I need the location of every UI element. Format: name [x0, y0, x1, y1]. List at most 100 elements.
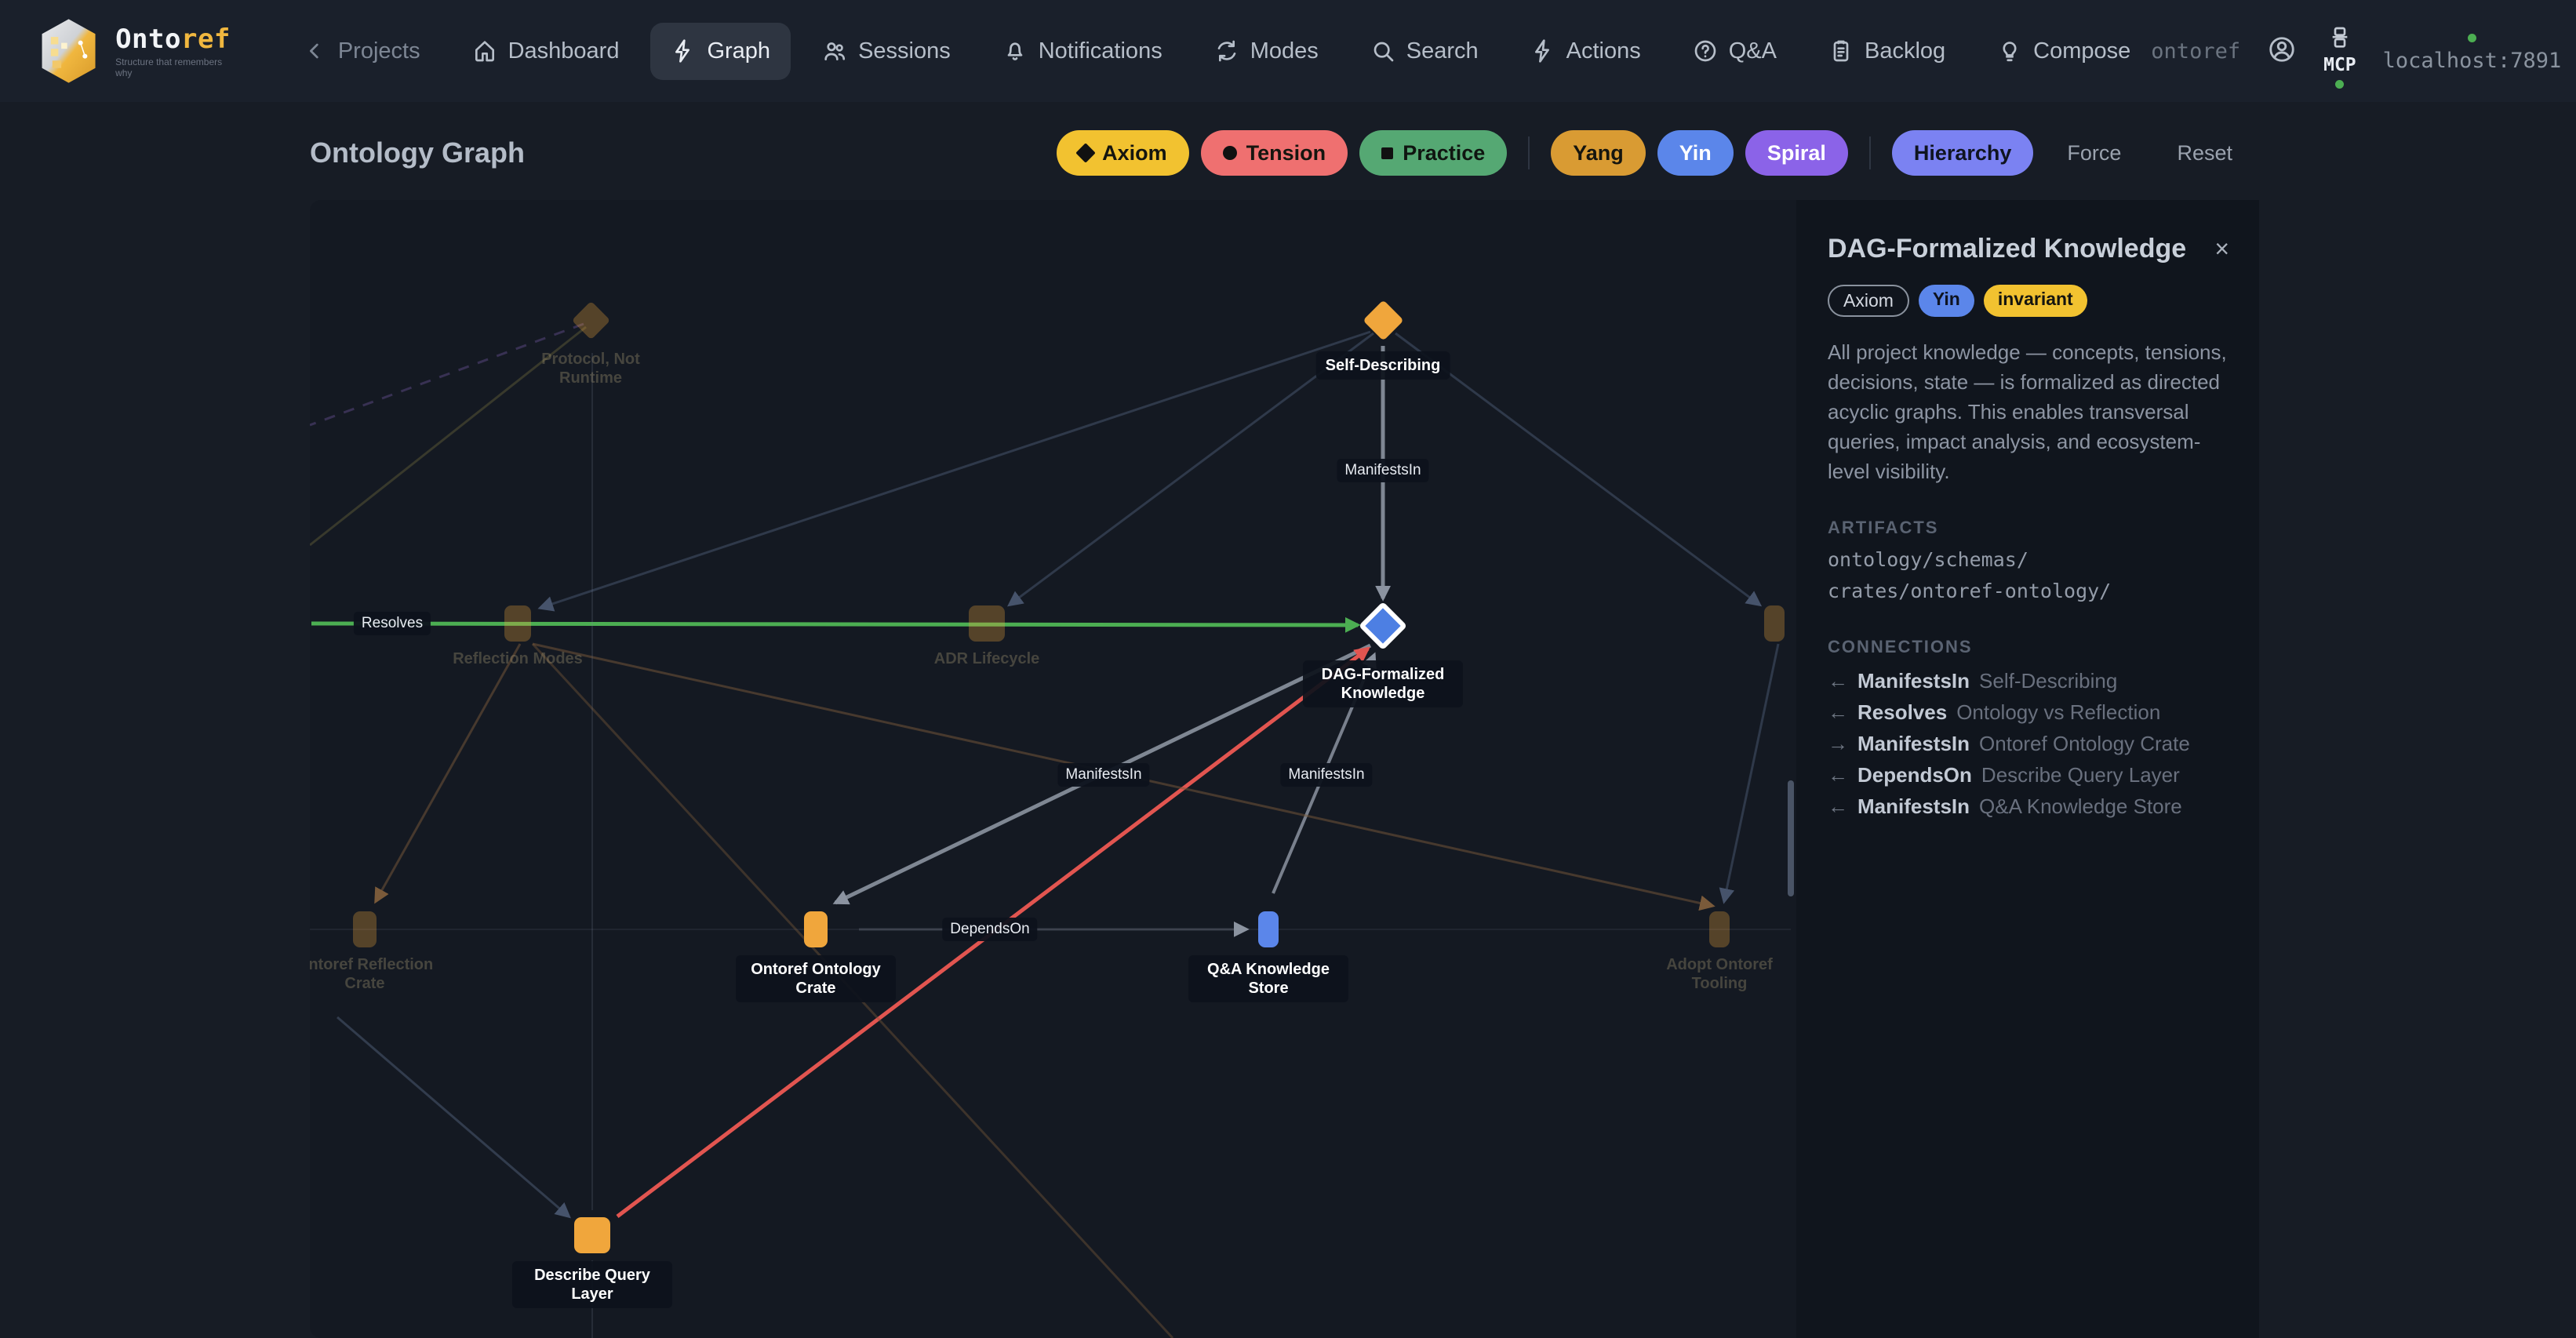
chevron-left-icon [309, 43, 318, 59]
nav-item-compose[interactable]: Compose [1977, 23, 2151, 80]
badge-invariant: invariant [1983, 285, 2087, 317]
edge-label-manifests-self-describing: ManifestsIn [1337, 459, 1429, 482]
graph-nodes-layer: Resolves ManifestsIn ManifestsIn ManifestsI… [310, 200, 2259, 1338]
connections-header: CONNECTIONS [1828, 637, 1973, 656]
connection-direction-arrow: ← [1828, 669, 1848, 693]
nav-item-actions[interactable]: Actions [1510, 23, 1661, 80]
mcp-icon [2332, 27, 2348, 48]
bolt-icon [675, 39, 690, 63]
artifact-path: ontology/schemas/ [1828, 548, 2028, 571]
graph-edge-faded-1 [537, 330, 1371, 612]
host-status-dot [2467, 34, 2476, 42]
question-circle-icon [1694, 40, 1716, 62]
connection-row[interactable]: → ManifestsIn Ontoref Ontology Crate [1828, 728, 2228, 759]
user-avatar[interactable] [2267, 35, 2297, 68]
graph-edge-faded-7 [374, 643, 522, 904]
graph-node-describe-query-layer[interactable] [574, 1217, 610, 1253]
graph-node-dag-formalized-knowledge[interactable] [1358, 601, 1408, 651]
connection-direction-arrow: → [1828, 732, 1848, 755]
graph-toolbar: Ontology Graph Axiom Tension Practice Yang Y… [0, 102, 2576, 176]
nav-item-dashboard[interactable]: Dashboard [452, 23, 640, 80]
nav-item-modes[interactable]: Modes [1194, 23, 1339, 80]
node-label-adr-lifecycle: ADR Lifecycle [933, 650, 1040, 667]
nav-item-backlog[interactable]: Backlog [1808, 23, 1966, 80]
graph-edge-faded-dashed [310, 322, 584, 427]
toolbar-divider [1528, 136, 1530, 169]
search-icon [1374, 42, 1394, 62]
graph-node-reflection-modes[interactable] [504, 605, 531, 642]
users-icon [824, 42, 846, 60]
canvas-scrollbar-thumb[interactable] [1788, 780, 1794, 896]
nav-item-search[interactable]: Search [1350, 23, 1499, 80]
graph-edge-faded-olive [310, 325, 587, 547]
nav-item-projects[interactable]: Projects [282, 23, 441, 80]
node-detail-panel: × DAG-Formalized Knowledge Axiom Yin invar… [1796, 200, 2259, 1338]
nav-item-q-a[interactable]: Q&A [1672, 23, 1797, 80]
graph-node-protocol-not-runtime[interactable] [571, 300, 610, 340]
filter-yang[interactable]: Yang [1551, 130, 1646, 176]
graph-node-ontoref-ontology-crate[interactable] [804, 911, 828, 947]
panel-badges: Axiom Yin invariant [1828, 285, 2228, 317]
filter-tension[interactable]: Tension [1200, 130, 1348, 176]
connection-row[interactable]: ← Resolves Ontology vs Reflection [1828, 696, 2228, 728]
graph-node-self-describing[interactable] [1362, 299, 1404, 341]
filter-axiom[interactable]: Axiom [1057, 130, 1189, 176]
connection-direction-arrow: ← [1828, 700, 1848, 724]
page-title: Ontology Graph [310, 136, 525, 169]
layout-hierarchy[interactable]: Hierarchy [1891, 130, 2034, 176]
node-label-reflection-modes: Reflection Modes [453, 650, 583, 667]
artifact-path: crates/ontoref-ontology/ [1828, 580, 2112, 602]
graph-edge-faded-8 [337, 1016, 571, 1219]
node-label-dag-formalized-knowledge: DAG-Formalized Knowledge [1303, 660, 1463, 707]
host-address: localhost:7891 [2382, 49, 2562, 73]
connection-direction-arrow: ← [1828, 763, 1848, 787]
brand-tagline: Structure that remembers why [115, 56, 223, 78]
navbar-right: ontoref MCP localhost:7891 [2151, 14, 2576, 89]
bulb-icon [2003, 42, 2017, 62]
panel-description: All project knowledge — concepts, tensio… [1828, 340, 2227, 483]
badge-yin: Yin [1918, 285, 1974, 317]
edge-label-resolves: Resolves [353, 612, 431, 635]
connection-row[interactable]: ← ManifestsIn Self-Describing [1828, 665, 2228, 696]
clipboard-icon [1833, 40, 1849, 62]
graph-node-ontoref-reflection-crate[interactable] [353, 911, 377, 947]
mcp-status[interactable]: MCP [2323, 25, 2356, 89]
graph-edge-faded-3 [1395, 332, 1763, 607]
connection-row[interactable]: ← ManifestsIn Q&A Knowledge Store [1828, 791, 2228, 822]
workspace-name: ontoref [2151, 38, 2241, 64]
close-panel-button[interactable]: × [2214, 235, 2229, 263]
layout-force[interactable]: Force [2045, 130, 2143, 176]
graph-node-adr-lifecycle[interactable] [969, 605, 1005, 642]
filter-yin[interactable]: Yin [1657, 130, 1734, 176]
brand[interactable]: Ontoref Structure that remembers why [36, 14, 235, 88]
nav-item-notifications[interactable]: Notifications [982, 23, 1183, 80]
reset-button[interactable]: Reset [2155, 130, 2254, 176]
filter-spiral[interactable]: Spiral [1745, 130, 1848, 176]
connection-direction-arrow: ← [1828, 794, 1848, 818]
node-label-self-describing: Self-Describing [1315, 351, 1450, 380]
edge-label-manifests-qa-store: ManifestsIn [1280, 763, 1373, 787]
top-navbar: Ontoref Structure that remembers why Pro… [0, 0, 2576, 102]
node-label-ontoref-ontology-crate: Ontoref Ontology Crate [736, 955, 896, 1002]
artifacts-list: ontology/schemas/crates/ontoref-ontology… [1828, 544, 2228, 607]
graph-node-qa-knowledge-store[interactable] [1258, 911, 1279, 947]
badge-axiom: Axiom [1828, 285, 1909, 317]
filter-buttons: Axiom Tension Practice Yang Yin Spiral Hierarc… [1057, 130, 2254, 176]
node-label-protocol-not-runtime: Protocol, Not Runtime [541, 351, 640, 387]
node-label-qa-knowledge-store: Q&A Knowledge Store [1188, 955, 1348, 1002]
nav-item-sessions[interactable]: Sessions [802, 23, 971, 80]
connection-row[interactable]: ← DependsOn Describe Query Layer [1828, 759, 2228, 791]
graph-node-faded-node-right[interactable] [1764, 605, 1785, 642]
host-status: localhost:7891 [2382, 34, 2562, 73]
diamond-glyph [1075, 143, 1096, 163]
graph-node-adopt-ontoref-tooling[interactable] [1709, 911, 1730, 947]
nav-item-graph[interactable]: Graph [650, 22, 791, 80]
ontoref-logo-icon [42, 19, 96, 83]
edge-label-manifests-ontology-crate: ManifestsIn [1057, 763, 1150, 787]
bolt-icon [1534, 39, 1549, 63]
filter-practice[interactable]: Practice [1359, 130, 1508, 176]
circle-glyph [1222, 146, 1237, 160]
brand-name: Ontoref [115, 24, 231, 55]
node-label-ontoref-reflection-crate: Ontoref Reflection Crate [310, 956, 434, 992]
cycle-icon [1217, 40, 1236, 62]
